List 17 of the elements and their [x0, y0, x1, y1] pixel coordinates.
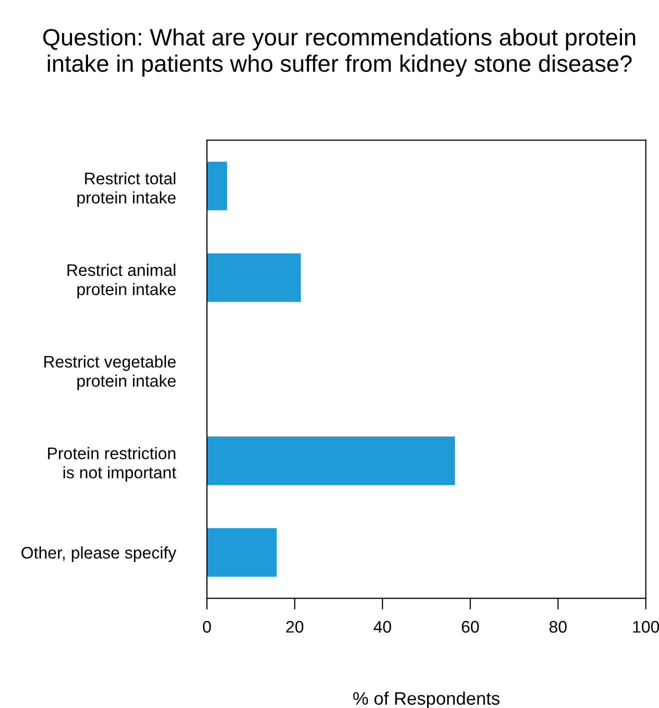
- x-tick-label: 60: [462, 620, 479, 633]
- x-tick-label: 0: [202, 620, 211, 633]
- bar: [206, 162, 228, 210]
- y-tick-label: Restrict vegetable protein intake: [44, 355, 176, 390]
- x-tick-label: 40: [374, 620, 392, 633]
- x-tick-label: 100: [633, 620, 659, 633]
- x-axis-title: % of Respondents: [353, 692, 500, 708]
- y-tick-label: Restrict animal protein intake: [68, 264, 176, 298]
- y-tick-label: Protein restriction is not important: [48, 447, 176, 482]
- y-tick-label: Restrict total protein intake: [77, 172, 176, 207]
- x-tick-label: 80: [549, 620, 567, 633]
- y-tick-label: Other, please specify: [22, 546, 176, 562]
- chart-title: Question: What are your recommendations about protein intake in patients who suffer from kidney stone disease?: [43, 28, 636, 77]
- x-tick-label: 20: [286, 620, 304, 633]
- bar: [206, 253, 301, 302]
- bar: [206, 528, 277, 577]
- bar: [206, 436, 455, 486]
